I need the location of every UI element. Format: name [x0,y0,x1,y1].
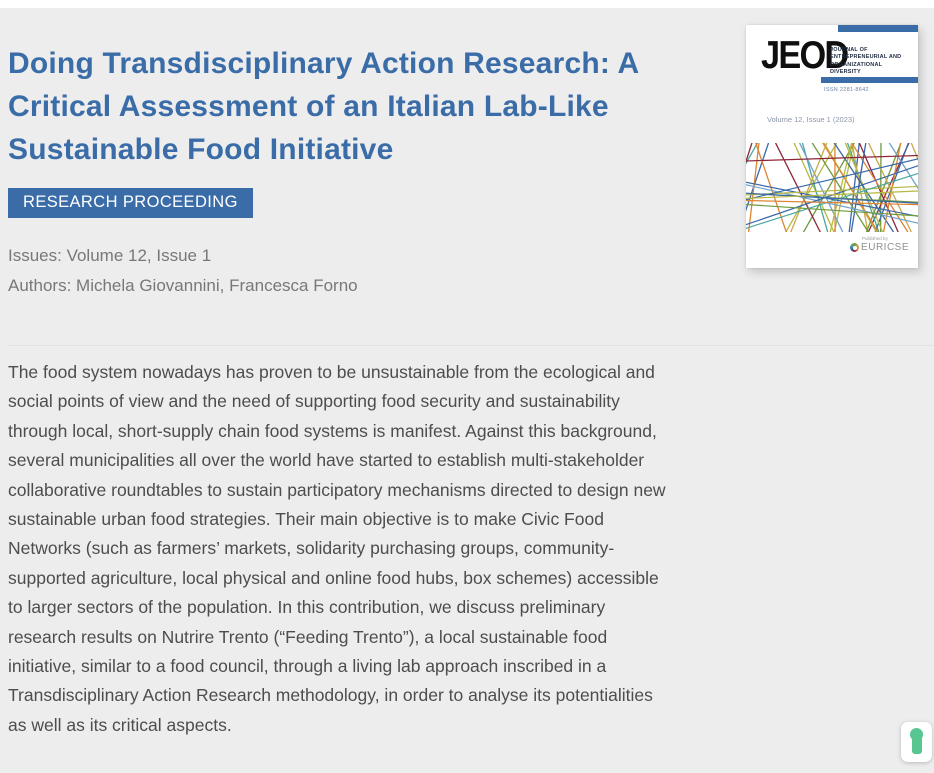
journal-name-line: ENTREPRENEURIAL AND [830,54,902,61]
journal-name-line: ORGANIZATIONAL [830,61,883,68]
authors-line: Authors: Michela Giovannini, Francesca F… [8,276,358,295]
article-meta: Issues: Volume 12, Issue 1 Authors: Mich… [8,241,708,301]
publisher-block: Published by EURICSE [850,236,909,253]
category-badge[interactable]: RESEARCH PROCEEDING [8,188,253,218]
jeod-logo: JEOD [761,34,849,77]
cover-mid-bar [821,77,918,83]
article-main: Doing Transdisciplinary Action Research:… [8,8,934,758]
issues-line: Issues: Volume 12, Issue 1 [8,246,212,265]
section-divider [8,345,934,346]
cover-art-lines [746,143,918,232]
issn-text: ISSN 2281-8642 [824,87,869,93]
cover-top-bar [838,25,918,32]
euricse-logo-icon [850,243,860,252]
publisher-name: EURICSE [861,242,909,253]
journal-name-line: JOURNAL OF [830,47,868,53]
cover-volume-text: Volume 12, Issue 1 (2023) [767,115,855,124]
journal-name-line: DIVERSITY [830,69,861,76]
top-strip [0,0,934,8]
floating-action-button[interactable] [901,722,932,762]
journal-name: JOURNAL OF ENTREPRENEURIAL AND ORGANIZAT… [830,47,901,77]
abstract-text: The food system nowadays has proven to b… [8,362,666,735]
published-by-label: Published by [862,236,888,241]
journal-cover-thumbnail[interactable]: JEOD JOURNAL OF ENTREPRENEURIAL AND ORGA… [746,25,918,268]
page-title: Doing Transdisciplinary Action Research:… [8,47,639,166]
keyhole-icon-body [911,737,922,754]
